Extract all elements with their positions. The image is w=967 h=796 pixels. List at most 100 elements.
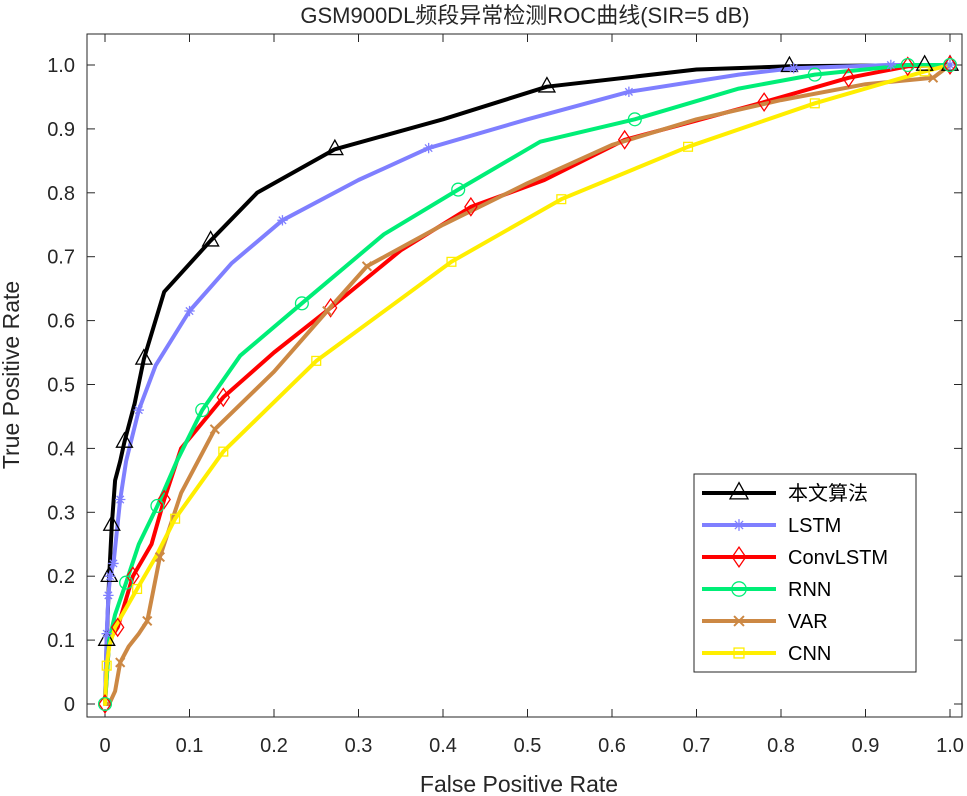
x-tick-label: 0.8 <box>767 735 795 757</box>
data-point-marker <box>134 348 153 365</box>
data-point-marker <box>132 583 143 595</box>
y-tick-label: 0.1 <box>47 630 75 652</box>
legend-label: VAR <box>788 611 828 633</box>
x-tick-label: 0.7 <box>683 735 711 757</box>
data-point-marker <box>170 513 181 524</box>
data-point-marker <box>184 305 195 317</box>
data-point-marker <box>627 112 642 127</box>
legend-marker <box>733 647 745 659</box>
data-point-marker <box>361 261 373 272</box>
data-point-marker <box>841 67 856 88</box>
series-line-3 <box>103 63 952 706</box>
x-tick-label: 0.5 <box>514 735 542 757</box>
series-line-0 <box>103 63 952 706</box>
data-point-marker <box>110 617 125 638</box>
data-point-marker <box>100 565 119 583</box>
data-point-marker <box>915 54 934 71</box>
y-tick-label: 0.5 <box>47 375 75 397</box>
data-point-marker <box>142 615 153 627</box>
series-line-4 <box>103 63 952 706</box>
legend-marker <box>733 615 745 627</box>
data-point-marker <box>101 628 112 639</box>
data-point-marker <box>150 498 165 513</box>
data-point-marker <box>423 142 434 154</box>
chart-title: GSM900DL频段异常检测ROC曲线(SIR=5 dB) <box>300 3 749 28</box>
data-point-marker <box>133 404 144 416</box>
data-point-marker <box>103 590 114 601</box>
y-tick-label: 0.8 <box>47 183 75 205</box>
data-point-marker <box>446 256 457 267</box>
legend: 本文算法 LSTM ConvLSTM RNN VAR CNN <box>693 473 917 673</box>
legend-marker <box>733 519 745 531</box>
data-point-marker <box>900 56 915 77</box>
data-point-marker <box>115 431 134 448</box>
data-point-marker <box>218 446 229 457</box>
data-point-marker <box>809 98 820 109</box>
data-point-marker <box>556 194 567 205</box>
data-point-marker <box>216 387 231 408</box>
data-point-marker <box>323 297 338 318</box>
data-point-marker <box>108 558 119 569</box>
y-tick-label: 0 <box>64 694 75 716</box>
legend-label: RNN <box>788 579 831 601</box>
x-tick-label: 0.4 <box>429 735 457 757</box>
y-tick-label: 0.7 <box>47 247 75 269</box>
data-point-marker <box>294 296 309 311</box>
data-point-marker <box>102 514 121 531</box>
data-point-marker <box>757 92 771 113</box>
x-tick-label: 0.1 <box>176 735 204 757</box>
data-point-marker <box>97 696 113 712</box>
x-axis-label: False Positive Rate <box>420 771 618 796</box>
x-tick-label: 1.0 <box>936 735 964 757</box>
y-tick-label: 0.3 <box>47 502 75 524</box>
x-tick-label: 0.9 <box>852 735 880 757</box>
data-point-marker <box>311 355 322 366</box>
x-tick-label: 0.2 <box>260 735 288 757</box>
y-tick-label: 0.9 <box>47 119 75 141</box>
legend-label: 本文算法 <box>788 481 868 505</box>
legend-marker <box>728 481 750 500</box>
data-point-marker <box>201 230 220 247</box>
data-point-marker <box>944 59 956 71</box>
data-point-marker <box>325 138 344 156</box>
data-point-marker <box>451 182 466 197</box>
data-point-marker <box>97 629 116 646</box>
data-point-marker <box>104 571 116 582</box>
data-point-marker <box>98 694 112 714</box>
y-axis-label: True Positive Rate <box>0 281 24 469</box>
x-tick-label: 0.3 <box>345 735 373 757</box>
legend-label: CNN <box>788 643 831 665</box>
data-point-marker <box>322 305 333 317</box>
y-tick-label: 1.0 <box>47 55 75 77</box>
axis-ticks: 0 0.1 0.2 0.3 0.4 0.5 0.6 0.7 0.8 0.9 1.0 0 0.1 0.2 0.… <box>47 34 964 757</box>
data-point-marker <box>900 57 915 73</box>
data-point-marker <box>942 57 958 73</box>
legend-marker <box>731 581 747 597</box>
legend-label: ConvLSTM <box>788 547 888 569</box>
data-point-marker <box>154 551 166 563</box>
x-tick-label: 0.6 <box>598 735 626 757</box>
legend-label: LSTM <box>788 515 841 537</box>
data-point-marker <box>209 424 220 435</box>
data-point-marker <box>788 62 799 74</box>
data-point-marker <box>115 657 126 668</box>
data-point-marker <box>157 489 171 510</box>
data-point-marker <box>464 196 478 217</box>
legend-box <box>693 473 917 673</box>
data-point-marker <box>617 129 632 150</box>
series-markers <box>97 54 960 714</box>
data-point-marker <box>943 55 957 75</box>
data-point-marker <box>277 215 288 226</box>
data-point-marker <box>623 86 635 98</box>
data-point-marker <box>195 403 210 418</box>
data-point-marker <box>919 66 930 77</box>
data-point-marker <box>683 141 694 152</box>
legend-marker <box>731 545 747 569</box>
data-point-marker <box>927 72 939 83</box>
y-tick-label: 0.4 <box>47 438 75 460</box>
data-point-marker <box>115 494 126 505</box>
data-point-marker <box>119 575 134 590</box>
data-point-marker <box>807 67 822 82</box>
data-point-marker <box>885 59 897 71</box>
